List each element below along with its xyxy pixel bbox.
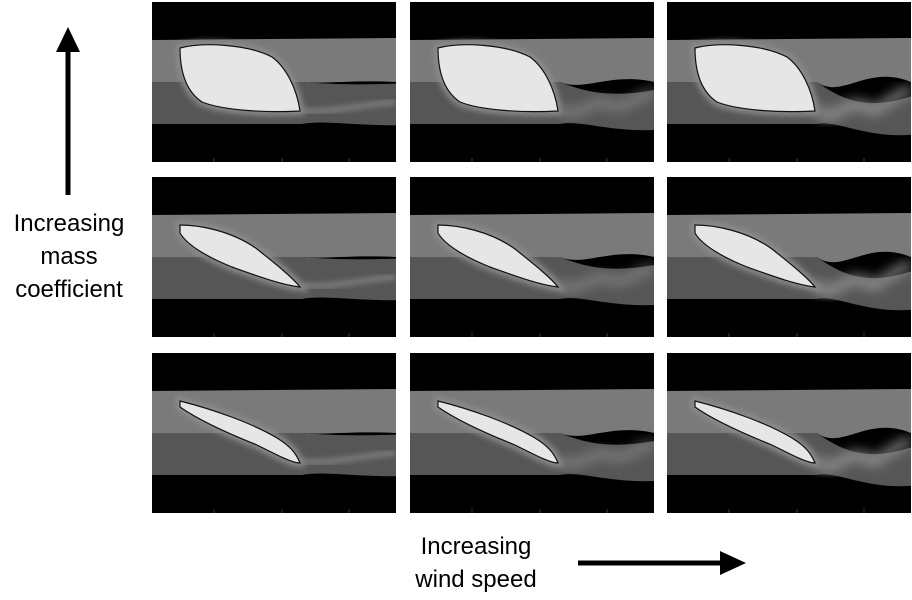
panel-r1-c3: [667, 2, 911, 162]
wake-swirl: [558, 264, 654, 291]
flow-stream-lower: [667, 433, 911, 487]
wake-swirl: [813, 438, 911, 472]
deformable-body: [694, 44, 816, 113]
panel-grid: [152, 2, 911, 513]
x-axis-label-line-2: wind speed: [415, 566, 537, 593]
wake-swirl: [558, 89, 654, 116]
y-axis-label-line-3: coefficient: [15, 276, 123, 303]
y-axis-label-line-2: mass: [40, 243, 98, 270]
wake-swirl: [301, 451, 396, 465]
y-axis-label: Increasing mass coefficient: [0, 207, 138, 306]
deformable-body: [437, 400, 559, 464]
wake-swirl: [813, 262, 911, 296]
panel-r3-c1: [152, 353, 396, 513]
deformable-body: [694, 400, 816, 464]
deformable-body: [179, 400, 301, 464]
panel-r3-c3: [667, 353, 911, 513]
mass-coefficient-arrow: [56, 27, 80, 195]
deformable-body: [437, 224, 560, 288]
deformable-body: [694, 224, 817, 288]
panel-r2-c3: [667, 177, 911, 337]
wake-swirl: [301, 275, 396, 289]
panel-r3-c2: [410, 353, 654, 513]
wake-swirl: [813, 87, 911, 121]
y-axis-label-line-1: Increasing: [13, 210, 125, 237]
panel-r1-c1: [152, 2, 396, 162]
deformable-body: [179, 44, 301, 113]
deformable-body: [179, 224, 302, 288]
panel-r2-c1: [152, 177, 396, 337]
x-axis-label-line-1: Increasing: [420, 533, 532, 560]
wake-swirl: [301, 100, 396, 114]
x-axis-label: Increasing wind speed: [400, 530, 552, 596]
wake-swirl: [558, 440, 654, 467]
panel-r2-c2: [410, 177, 654, 337]
deformable-body: [437, 44, 559, 113]
panel-r1-c2: [410, 2, 654, 162]
wind-speed-arrow: [578, 551, 746, 575]
